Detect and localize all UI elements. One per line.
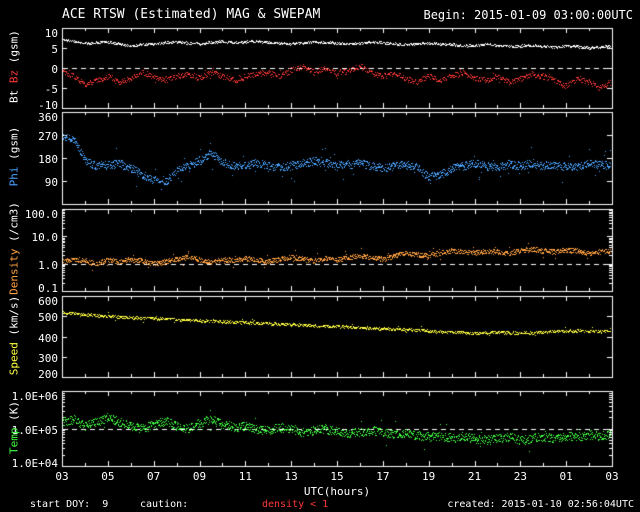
y-axis-title-part: (K) xyxy=(7,400,21,427)
x-tick-label: 01 xyxy=(559,470,573,483)
y-tick-label: 500 xyxy=(38,310,58,324)
x-axis-title: UTC(hours) xyxy=(303,485,371,498)
x-tick-label: 03 xyxy=(605,470,619,483)
y-tick-label: 200 xyxy=(38,367,58,381)
x-tick-label: 11 xyxy=(238,470,252,483)
y-tick-label: 100.0 xyxy=(24,207,58,221)
created-timestamp: created: 2015-01-10 02:56:04UTC xyxy=(447,499,634,510)
caution-value: density < 1 xyxy=(262,499,329,510)
y-tick-label: 5 xyxy=(51,42,58,56)
start-doy-label: start DOY: 9 xyxy=(30,499,109,510)
y-tick-label: 1.0E+05 xyxy=(11,423,58,437)
x-tick-label: 09 xyxy=(192,470,207,483)
caution-label: caution: xyxy=(140,499,189,510)
x-tick-label: 15 xyxy=(330,470,344,483)
x-tick-label: 13 xyxy=(284,470,298,483)
x-tick-label: 23 xyxy=(513,470,527,483)
y-axis-title-part: (gsm) xyxy=(7,126,21,167)
y-tick-label: -5 xyxy=(44,82,58,96)
y-axis-title-temp: Temp (K) xyxy=(8,347,21,507)
y-tick-label: 600 xyxy=(38,294,58,308)
y-tick-label: 0.1 xyxy=(38,281,58,295)
y-axis-title-part: Temp xyxy=(7,427,21,454)
x-tick-label: 05 xyxy=(101,470,115,483)
y-axis-title-part: (/cm3) xyxy=(7,202,21,249)
x-tick-label: 19 xyxy=(422,470,436,483)
y-tick-label: 1.0E+06 xyxy=(11,389,58,403)
x-tick-label: 17 xyxy=(376,470,390,483)
y-tick-label: 10.0 xyxy=(31,230,59,244)
y-tick-label: 180 xyxy=(38,152,58,166)
y-tick-label: -10 xyxy=(38,98,58,112)
y-tick-label: 300 xyxy=(38,351,58,365)
y-tick-label: 0 xyxy=(51,62,58,76)
begin-timestamp: Begin: 2015-01-09 03:00:00UTC xyxy=(423,8,633,22)
y-tick-label: 10 xyxy=(44,26,58,40)
plot-title: ACE RTSW (Estimated) MAG & SWEPAM xyxy=(62,7,321,22)
y-tick-label: 400 xyxy=(38,331,58,345)
y-tick-label: 1.0E+04 xyxy=(11,456,58,470)
x-tick-label: 07 xyxy=(147,470,161,483)
y-tick-label: 1.0 xyxy=(38,258,58,272)
y-tick-label: 270 xyxy=(38,129,58,143)
x-tick-label: 03 xyxy=(55,470,69,483)
y-tick-label: 360 xyxy=(38,110,58,124)
y-axis-title-part: (km/s) xyxy=(7,295,21,342)
x-tick-label: 21 xyxy=(467,470,482,483)
y-tick-label: 90 xyxy=(44,175,58,189)
y-axis-title-part: (gsm) xyxy=(7,30,21,70)
